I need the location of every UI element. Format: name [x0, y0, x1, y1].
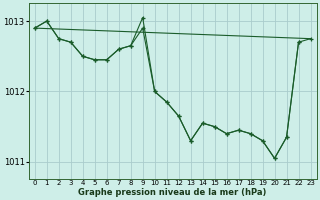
X-axis label: Graphe pression niveau de la mer (hPa): Graphe pression niveau de la mer (hPa) [78, 188, 267, 197]
